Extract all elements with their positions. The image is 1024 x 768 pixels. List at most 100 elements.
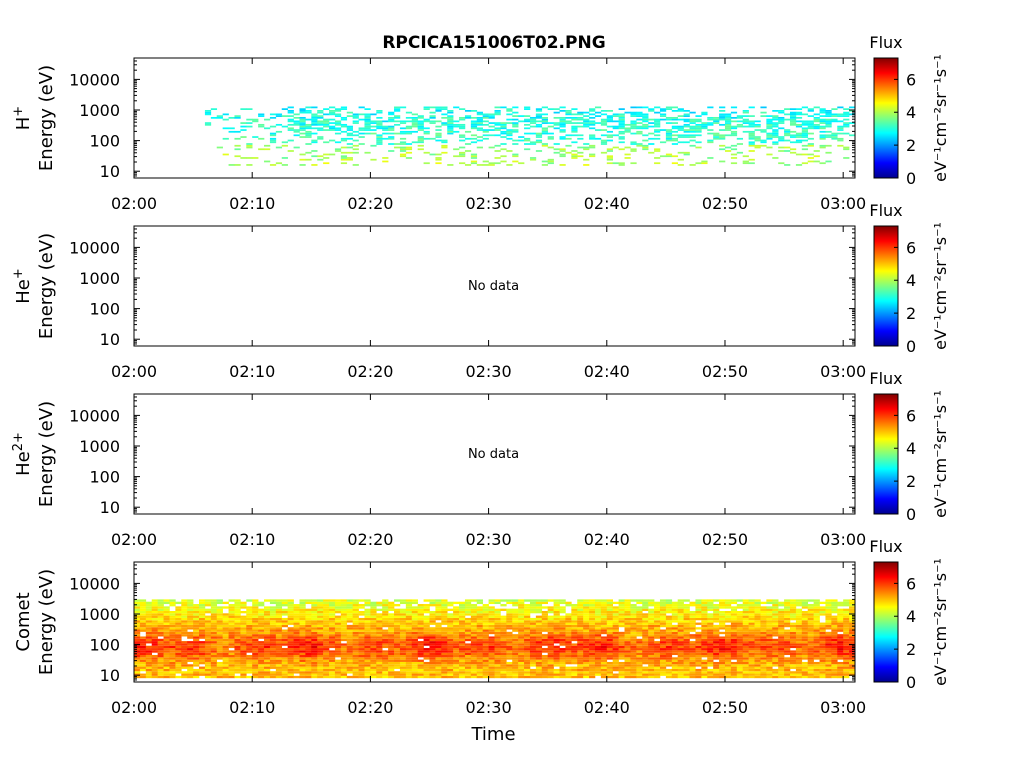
heatmap-cell bbox=[411, 118, 418, 121]
heatmap-cell bbox=[411, 613, 418, 616]
heatmap-cell bbox=[742, 604, 749, 607]
heatmap-cell bbox=[559, 622, 566, 625]
heatmap-cell bbox=[648, 118, 655, 121]
heatmap-cell bbox=[748, 631, 755, 635]
heatmap-cell bbox=[642, 613, 649, 616]
heatmap-cell bbox=[193, 620, 200, 623]
heatmap-cell bbox=[464, 666, 472, 669]
heatmap-cell bbox=[724, 636, 732, 639]
heatmap-cell bbox=[748, 650, 755, 653]
heatmap-cell bbox=[589, 137, 596, 140]
heatmap-cell bbox=[435, 661, 442, 665]
heatmap-cell bbox=[429, 655, 436, 658]
heatmap-cell bbox=[766, 146, 773, 149]
heatmap-cell bbox=[352, 144, 359, 147]
heatmap-cell bbox=[399, 627, 407, 630]
heatmap-cell bbox=[583, 673, 590, 676]
heatmap-cell bbox=[358, 657, 365, 660]
heatmap-cell bbox=[695, 638, 702, 642]
heatmap-cell bbox=[636, 668, 643, 672]
heatmap-cell bbox=[246, 599, 253, 602]
heatmap-cell bbox=[216, 645, 223, 649]
heatmap-cell bbox=[541, 130, 548, 133]
heatmap-cell bbox=[801, 132, 809, 135]
heatmap-cell bbox=[648, 643, 655, 646]
heatmap-cell bbox=[264, 641, 271, 644]
heatmap-cell bbox=[340, 116, 348, 119]
heatmap-cell bbox=[388, 624, 395, 628]
heatmap-cell bbox=[329, 601, 336, 605]
heatmap-cell bbox=[459, 601, 466, 605]
heatmap-cell bbox=[754, 673, 761, 676]
heatmap-cell bbox=[264, 615, 271, 618]
heatmap-cell bbox=[766, 123, 773, 126]
heatmap-cell bbox=[281, 657, 288, 660]
heatmap-cell bbox=[748, 601, 755, 605]
heatmap-cell bbox=[323, 636, 330, 639]
heatmap-cell bbox=[730, 661, 738, 665]
heatmap-cell bbox=[346, 631, 353, 635]
heatmap-cell bbox=[405, 636, 413, 639]
heatmap-cell bbox=[216, 115, 223, 117]
heatmap-cell bbox=[524, 622, 531, 625]
heatmap-cell bbox=[399, 143, 407, 145]
heatmap-cell bbox=[535, 132, 543, 135]
heatmap-cell bbox=[346, 661, 353, 665]
heatmap-cell bbox=[589, 638, 596, 642]
heatmap-cell bbox=[772, 123, 779, 126]
heatmap-cell bbox=[157, 661, 164, 665]
heatmap-cell bbox=[813, 155, 820, 158]
heatmap-cell bbox=[163, 620, 170, 623]
heatmap-cell bbox=[671, 613, 679, 616]
heatmap-cell bbox=[317, 116, 324, 119]
heatmap-cell bbox=[252, 668, 259, 672]
heatmap-cell bbox=[476, 661, 483, 665]
heatmap-cell bbox=[677, 650, 684, 653]
heatmap-cell bbox=[612, 601, 619, 605]
heatmap-cell bbox=[789, 113, 797, 116]
heatmap-cell bbox=[459, 146, 466, 149]
heatmap-cell bbox=[518, 668, 525, 672]
heatmap-cell bbox=[565, 137, 572, 140]
heatmap-cell bbox=[317, 652, 324, 656]
heatmap-cell bbox=[547, 655, 554, 658]
colorbar-tick-label: 4 bbox=[906, 103, 916, 122]
heatmap-cell bbox=[795, 153, 803, 156]
heatmap-cell bbox=[234, 601, 241, 605]
heatmap-cell bbox=[476, 613, 483, 616]
heatmap-cell bbox=[459, 627, 466, 630]
heatmap-cell bbox=[589, 657, 596, 660]
heatmap-cell bbox=[600, 615, 608, 618]
heatmap-cell bbox=[730, 648, 738, 651]
heatmap-cell bbox=[618, 638, 625, 642]
heatmap-cell bbox=[577, 638, 584, 642]
heatmap-cell bbox=[287, 629, 294, 632]
heatmap-cell bbox=[269, 608, 277, 611]
heatmap-cell bbox=[648, 599, 655, 602]
heatmap-cell bbox=[311, 132, 318, 135]
heatmap-cell bbox=[583, 645, 590, 649]
heatmap-cell bbox=[618, 116, 625, 119]
heatmap-cell bbox=[293, 113, 300, 116]
heatmap-cell bbox=[671, 636, 679, 639]
heatmap-cell bbox=[329, 599, 336, 602]
heatmap-cell bbox=[281, 613, 288, 616]
heatmap-cell bbox=[618, 125, 625, 128]
heatmap-cell bbox=[784, 118, 791, 121]
heatmap-cell bbox=[778, 146, 785, 149]
heatmap-cell bbox=[819, 110, 826, 112]
heatmap-cell bbox=[736, 123, 744, 126]
heatmap-cell bbox=[453, 664, 460, 667]
heatmap-cell bbox=[293, 659, 300, 662]
heatmap-cell bbox=[518, 634, 525, 637]
heatmap-cell bbox=[323, 650, 330, 653]
heatmap-cell bbox=[583, 622, 590, 625]
heatmap-cell bbox=[482, 615, 489, 618]
heatmap-cell bbox=[399, 636, 407, 639]
heatmap-cell bbox=[258, 659, 265, 662]
heatmap-cell bbox=[606, 115, 613, 117]
heatmap-cell bbox=[719, 636, 726, 639]
heatmap-cell bbox=[441, 631, 448, 635]
heatmap-cell bbox=[346, 643, 353, 646]
heatmap-cell bbox=[535, 648, 543, 651]
